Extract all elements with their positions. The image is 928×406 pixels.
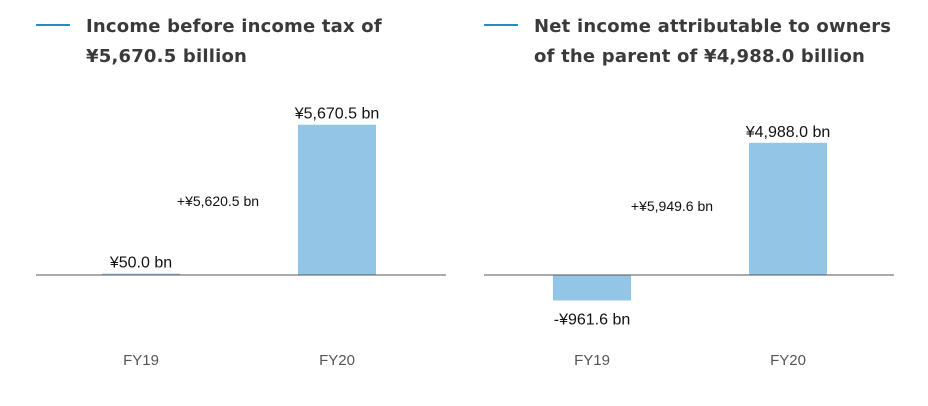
bar-fy19: [102, 273, 180, 275]
net-income-bar-chart: -¥961.6 bn ¥4,988.0 bn +¥5,949.6 bn FY19 FY2…: [484, 124, 894, 369]
chart-title-line-2: ¥5,670.5 billion: [86, 46, 248, 67]
tick-label-fy19: FY19: [123, 352, 159, 369]
chart-title: Income before income tax of ¥5,670.5 bil…: [86, 12, 382, 72]
change-label: +¥5,620.5 bn: [177, 193, 259, 209]
income-before-tax-bar-chart: ¥50.0 bn ¥5,670.5 bn +¥5,620.5 bn FY19 FY20: [36, 106, 446, 369]
chart-title-line-1: Net income attributable to owners: [534, 16, 892, 37]
change-label: +¥5,949.6 bn: [631, 198, 713, 214]
bar-fy20: [298, 124, 376, 275]
data-label-fy19: ¥50.0 bn: [109, 255, 172, 272]
chart-title-line-1: Income before income tax of: [86, 16, 382, 37]
tick-label-fy19: FY19: [574, 352, 610, 369]
data-label-fy19: -¥961.6 bn: [554, 311, 631, 328]
data-label-fy20: ¥5,670.5 bn: [294, 106, 380, 123]
data-label-fy20: ¥4,988.0 bn: [745, 124, 831, 141]
bar-fy20: [749, 142, 827, 275]
chart-title: Net income attributable to owners of the…: [534, 12, 891, 72]
chart-panel-income-before-tax: Income before income tax of ¥5,670.5 bil…: [36, 12, 446, 369]
bar-fy19: [553, 275, 631, 301]
tick-label-fy20: FY20: [319, 352, 355, 369]
title-marker: [484, 24, 518, 26]
chart-panel-net-income: Net income attributable to owners of the…: [464, 0, 928, 406]
title-marker: [36, 24, 70, 26]
tick-label-fy20: FY20: [770, 352, 806, 369]
chart-title-line-2: of the parent of ¥4,988.0 billion: [534, 46, 866, 67]
